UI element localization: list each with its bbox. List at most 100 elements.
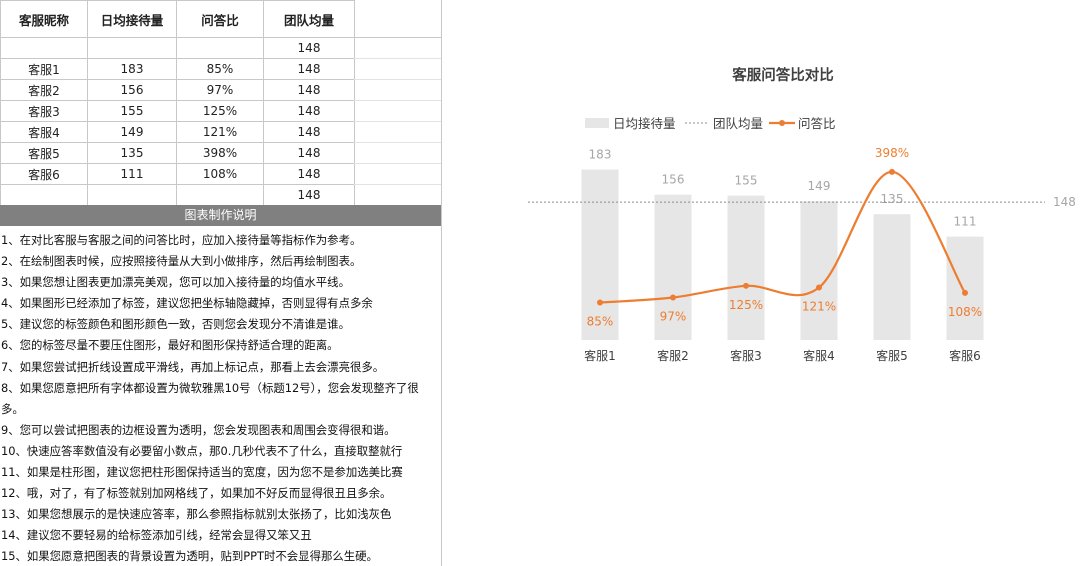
chart-panel[interactable]: 客服问答比对比 日均接待量 团队均量 问答比 183 156 155 149 135 111 … (443, 0, 1080, 566)
note-item: 9、您可以尝试把图表的边框设置为透明，您会发现图表和周围会变得很和谐。 (1, 422, 396, 437)
table-cell[interactable]: 客服5 (0, 142, 88, 164)
table-row: 客服2 156 97% 148 (0, 79, 355, 101)
table-cell[interactable]: 135 (87, 142, 177, 164)
table-cell[interactable] (0, 184, 88, 206)
notes-panel: 图表制作说明 1、在对比客服与客服之间的问答比时，应加入接待量等指标作为参考。 2… (0, 205, 442, 566)
bar[interactable] (581, 169, 619, 340)
x-tick-label: 客服4 (803, 348, 835, 363)
table-cell[interactable]: 97% (176, 79, 264, 101)
table-cell[interactable]: 108% (176, 163, 264, 185)
note-item: 8、如果您愿意把所有字体都设置为微软雅黑10号（标题12号），您会发现整齐了很多… (1, 380, 419, 416)
table-row: 客服5 135 398% 148 (0, 142, 355, 164)
table-cell[interactable]: 148 (263, 142, 355, 164)
table-cell[interactable]: 148 (263, 100, 355, 122)
bar-data-label: 183 (589, 148, 612, 162)
bar-data-label: 149 (808, 179, 831, 193)
legend-label: 问答比 (798, 116, 836, 131)
note-item: 11、如果是柱形图，建议您把柱形图保持适当的宽度，因为您不是参加选美比赛 (1, 465, 403, 480)
note-item: 4、如果图形已经添加了标签，建议您把坐标轴隐藏掉，否则显得有点多余 (1, 296, 373, 311)
header-cell[interactable]: 日均接待量 (87, 0, 177, 38)
note-item: 10、快速应答率数值没有必要留小数点，那0.几秒代表不了什么，直接取整就行 (1, 443, 403, 458)
table-cell[interactable]: 149 (87, 121, 177, 143)
table-cell[interactable] (0, 37, 88, 59)
table-row: 148 (0, 37, 355, 59)
note-item: 14、建议您不要轻易的给标签添加引线，经常会显得又笨又丑 (1, 528, 312, 543)
bar-data-label: 156 (662, 173, 685, 187)
table-cell[interactable] (87, 184, 177, 206)
table-cell[interactable]: 148 (263, 58, 355, 80)
table-row: 客服4 149 121% 148 (0, 121, 355, 143)
table-row: 148 (0, 184, 355, 206)
x-tick-label: 客服2 (657, 348, 689, 363)
table-cell[interactable]: 客服2 (0, 79, 88, 101)
average-data-label: 148 (1053, 195, 1076, 209)
legend-item-average[interactable]: 团队均量 (685, 116, 763, 131)
legend-item-bars[interactable]: 日均接待量 (585, 116, 676, 131)
note-item: 6、您的标签尽量不要压住图形，最好和图形保持舒适合理的距离。 (1, 338, 339, 353)
chart-title: 客服问答比对比 (731, 66, 834, 84)
table-cell[interactable]: 148 (263, 184, 355, 206)
table-cell[interactable]: 148 (263, 37, 355, 59)
header-cell[interactable]: 问答比 (176, 0, 264, 38)
bar[interactable] (873, 214, 911, 340)
table-cell[interactable] (176, 37, 264, 59)
table-cell[interactable]: 183 (87, 58, 177, 80)
table-cell[interactable]: 155 (87, 100, 177, 122)
data-table: 客服昵称 日均接待量 问答比 团队均量 148 客服1 183 85% 148 客服2 15… (0, 0, 355, 206)
bar-series: 183 156 155 149 135 111 (581, 148, 984, 340)
note-item: 1、在对比客服与客服之间的问答比时，应加入接待量等指标作为参考。 (1, 233, 362, 247)
bar-data-label: 135 (881, 192, 904, 206)
table-cell[interactable] (87, 37, 177, 59)
legend-item-ratio[interactable]: 问答比 (769, 116, 836, 131)
note-item: 12、哦，对了，有了标签就别加网格线了，如果加不好反而显得很丑且多余。 (1, 486, 392, 501)
x-tick-label: 客服5 (876, 348, 908, 363)
notes-title[interactable]: 图表制作说明 (0, 205, 441, 226)
ratio-line-series: 85% 97% 125% 121% 398% 108% (587, 146, 982, 329)
table-cell[interactable]: 85% (176, 58, 264, 80)
legend-label: 日均接待量 (613, 116, 676, 131)
table-row: 客服1 183 85% 148 (0, 58, 355, 80)
bar[interactable] (727, 195, 765, 340)
header-cell[interactable]: 团队均量 (263, 0, 355, 38)
average-line-series: 148 (528, 195, 1076, 209)
bar[interactable] (946, 236, 984, 340)
ratio-data-label: 398% (875, 146, 909, 160)
note-item: 7、如果您尝试把折线设置成平滑线，再加上标记点，那看上去会漂亮很多。 (1, 359, 385, 374)
table-cell[interactable]: 148 (263, 79, 355, 101)
ratio-point[interactable] (670, 294, 676, 301)
empty-column[interactable] (354, 0, 442, 206)
ratio-point[interactable] (962, 289, 968, 296)
chart-legend[interactable]: 日均接待量 团队均量 问答比 (585, 116, 836, 131)
table-cell[interactable]: 客服3 (0, 100, 88, 122)
x-tick-label: 客服3 (730, 348, 762, 363)
x-tick-label: 客服1 (584, 348, 616, 363)
table-cell[interactable]: 111 (87, 163, 177, 185)
table-cell[interactable]: 125% (176, 100, 264, 122)
table-cell[interactable]: 398% (176, 142, 264, 164)
note-item: 3、如果您想让图表更加漂亮美观，您可以加入接待量的均值水平线。 (1, 275, 350, 290)
ratio-point[interactable] (743, 282, 749, 289)
table-cell[interactable]: 客服6 (0, 163, 88, 185)
ratio-point[interactable] (816, 284, 822, 291)
data-table-region: 客服昵称 日均接待量 问答比 团队均量 148 客服1 183 85% 148 客服2 15… (0, 0, 442, 206)
ratio-point[interactable] (597, 299, 603, 306)
note-item: 2、在绘制图表时候，应按照接待量从大到小做排序，然后再绘制图表。 (1, 254, 362, 269)
bar-data-label: 155 (735, 174, 758, 188)
x-axis-tick-labels: 客服1 客服2 客服3 客服4 客服5 客服6 (584, 348, 981, 363)
table-cell[interactable]: 121% (176, 121, 264, 143)
bar[interactable] (654, 194, 692, 340)
note-item: 15、如果您愿意把图表的背景设置为透明，贴到PPT时不会显得那么生硬。 (1, 549, 378, 564)
header-cell[interactable]: 客服昵称 (0, 0, 88, 38)
table-cell[interactable]: 148 (263, 163, 355, 185)
table-cell[interactable]: 客服4 (0, 121, 88, 143)
table-cell[interactable] (176, 184, 264, 206)
note-item: 5、建议您的标签颜色和图形颜色一致，否则您会发现分不清谁是谁。 (1, 317, 350, 332)
ratio-point[interactable] (889, 168, 895, 175)
table-cell[interactable]: 客服1 (0, 58, 88, 80)
legend-label: 团队均量 (713, 116, 763, 131)
table-cell[interactable]: 148 (263, 121, 355, 143)
notes-list: 1、在对比客服与客服之间的问答比时，应加入接待量等指标作为参考。 2、在绘制图表时… (0, 226, 441, 566)
note-item: 13、如果您想展示的是快速应答率，那么参照指标就别太张扬了，比如浅灰色 (1, 507, 392, 522)
table-cell[interactable]: 156 (87, 79, 177, 101)
